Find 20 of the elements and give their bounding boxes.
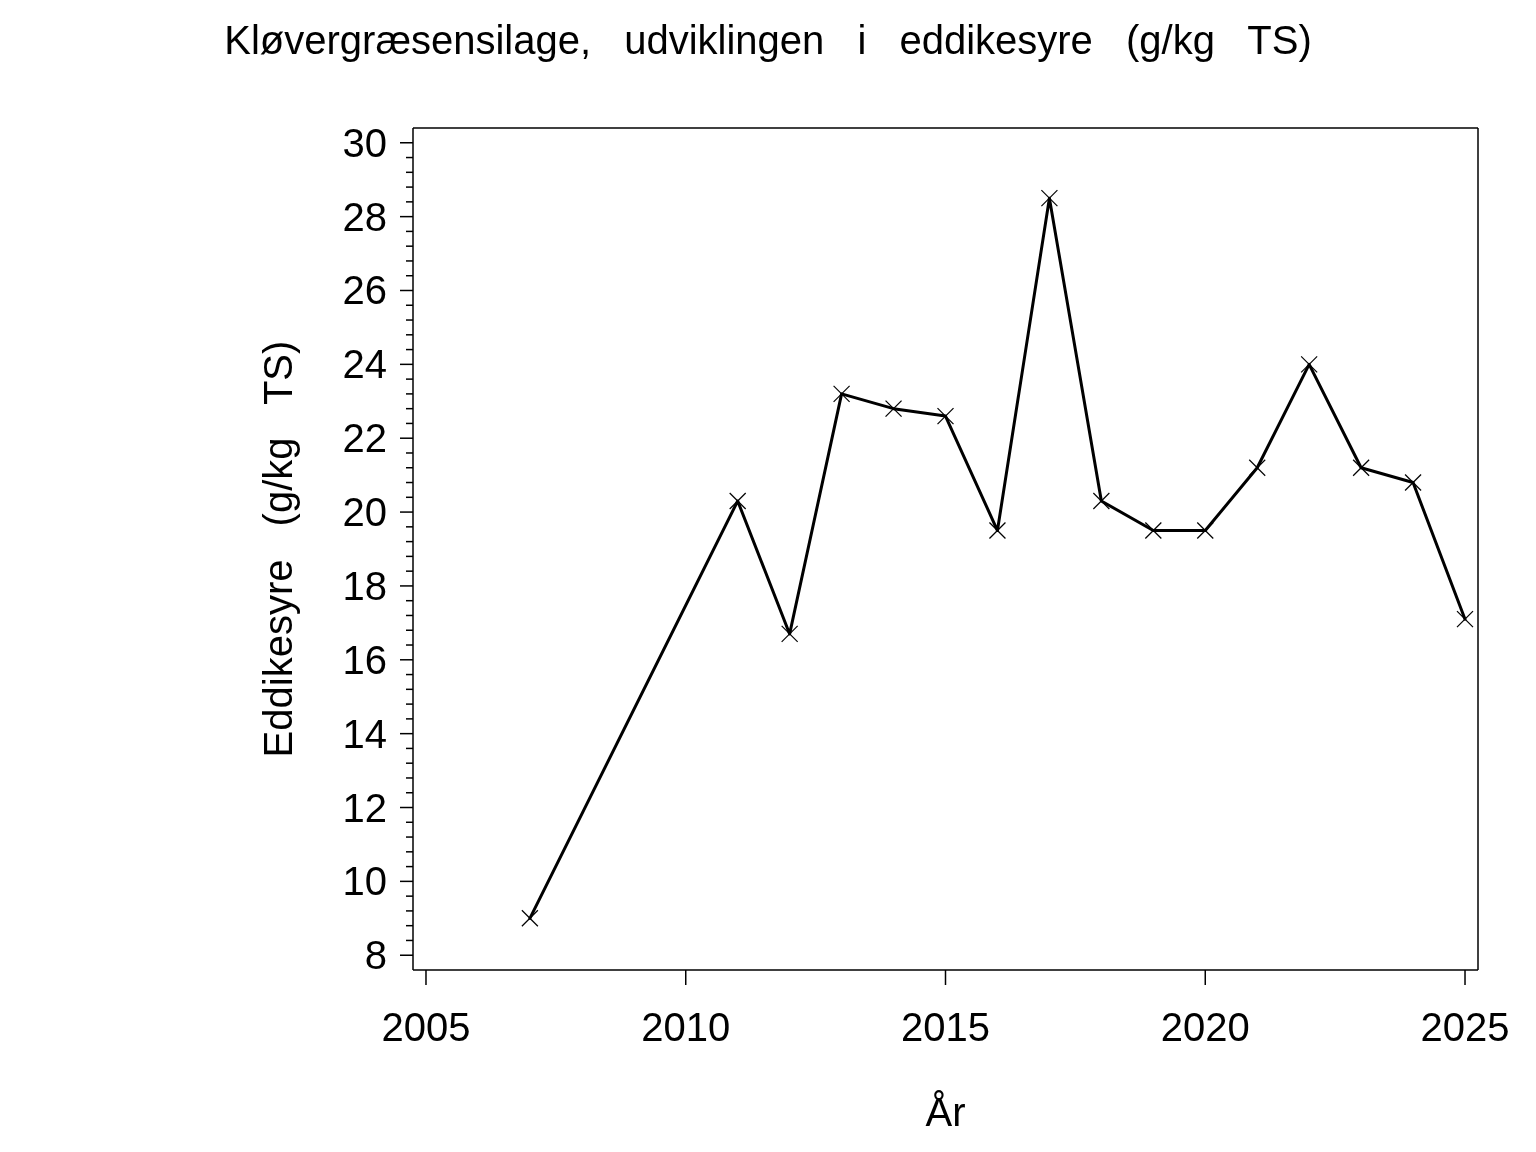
y-tick-label: 26	[342, 268, 387, 313]
y-tick-label: 28	[342, 194, 387, 239]
y-tick-label: 14	[342, 711, 387, 756]
y-tick-label: 12	[342, 785, 387, 830]
chart-title: Kløvergræsensilage, udviklingen i eddikesyre (g/kg TS)	[223, 17, 1313, 64]
y-tick-label: 30	[342, 120, 387, 165]
y-tick-label: 10	[342, 859, 387, 904]
x-tick-label: 2010	[641, 1005, 731, 1049]
y-axis-title: Eddikesyre (g/kg TS)	[256, 340, 300, 758]
x-tick-label: 2020	[1160, 1005, 1250, 1049]
x-tick-label: 2025	[1420, 1005, 1510, 1049]
y-tick-label: 18	[342, 563, 387, 608]
x-axis-title: År	[925, 1090, 966, 1134]
y-tick-label: 22	[342, 416, 387, 461]
x-tick-label: 2015	[901, 1005, 990, 1049]
y-tick-label: 16	[342, 637, 387, 682]
y-tick-label: 20	[342, 490, 387, 535]
y-tick-label: 24	[342, 342, 387, 387]
x-tick-label: 2005	[381, 1005, 471, 1049]
y-tick-label: 8	[364, 933, 387, 978]
